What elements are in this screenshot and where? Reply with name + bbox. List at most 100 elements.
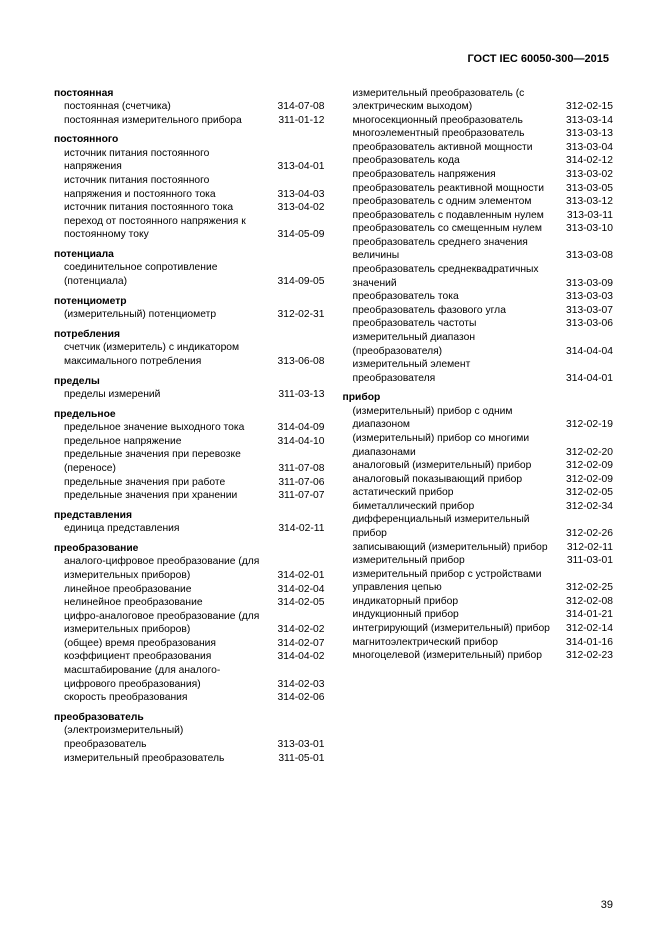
- index-entry: (измерительный) потенциометр312-02-31: [54, 308, 325, 322]
- index-entry: скорость преобразования314-02-06: [54, 691, 325, 705]
- index-code: 314-02-11: [269, 522, 325, 536]
- index-code: 312-02-05: [557, 486, 613, 500]
- index-entry: многосекционный преобразователь313-03-14: [343, 114, 614, 128]
- index-code: 314-04-09: [269, 421, 325, 435]
- index-term: преобразователь среднего значения величи…: [343, 236, 558, 263]
- index-entry: преобразователь частоты313-03-06: [343, 317, 614, 331]
- index-code: 314-01-16: [557, 636, 613, 650]
- index-entry: предельные значения при перевозке (перен…: [54, 448, 325, 475]
- index-term: счетчик (измеритель) с индикатором макси…: [54, 341, 269, 368]
- index-code: 313-03-13: [557, 127, 613, 141]
- index-term: многоэлементный преобразователь: [343, 127, 558, 141]
- index-entry: предельные значения при хранении311-07-0…: [54, 489, 325, 503]
- index-term: измерительный преобразователь: [54, 752, 269, 766]
- index-entry: преобразователь с одним элементом313-03-…: [343, 195, 614, 209]
- index-entry: постоянная (счетчика)314-07-08: [54, 100, 325, 114]
- index-entry: измерительный преобразователь (с электри…: [343, 87, 614, 114]
- index-code: 313-04-03: [269, 188, 325, 202]
- index-term: (измерительный) прибор со многими диапаз…: [343, 432, 558, 459]
- index-term: (измерительный) потенциометр: [54, 308, 269, 322]
- page: ГОСТ IEC 60050-300—2015 постояннаяпостоя…: [0, 0, 661, 935]
- index-code: 314-02-07: [269, 637, 325, 651]
- index-term: записывающий (измерительный) прибор: [343, 541, 558, 555]
- index-entry: линейное преобразование314-02-04: [54, 583, 325, 597]
- index-code: 314-04-01: [557, 372, 613, 386]
- index-entry: предельные значения при работе311-07-06: [54, 476, 325, 490]
- index-term: (общее) время преобразования: [54, 637, 269, 651]
- index-term: преобразователь активной мощности: [343, 141, 558, 155]
- index-entry: единица представления314-02-11: [54, 522, 325, 536]
- index-term: цифро-аналоговое преобразование (для изм…: [54, 610, 269, 637]
- index-code: 311-07-08: [269, 462, 325, 476]
- index-code: 312-02-23: [557, 649, 613, 663]
- index-code: 312-02-09: [557, 473, 613, 487]
- index-entry: многоэлементный преобразователь313-03-13: [343, 127, 614, 141]
- index-term: преобразователь напряжения: [343, 168, 558, 182]
- index-entry: преобразователь среднеквадратичных значе…: [343, 263, 614, 290]
- index-code: 314-04-02: [269, 650, 325, 664]
- index-code: 313-03-14: [557, 114, 613, 128]
- index-code: 313-03-01: [269, 738, 325, 752]
- index-term: переход от постоянного напряжения к пост…: [54, 215, 269, 242]
- index-code: 312-02-19: [557, 418, 613, 432]
- index-section-heading: предельное: [54, 408, 325, 422]
- index-entry: измерительный прибор311-03-01: [343, 554, 614, 568]
- index-section-heading: потребления: [54, 328, 325, 342]
- index-entry: соединительное сопротивление (потенциала…: [54, 261, 325, 288]
- index-entry: преобразователь тока313-03-03: [343, 290, 614, 304]
- index-code: 312-02-14: [557, 622, 613, 636]
- index-code: 312-02-20: [557, 446, 613, 460]
- index-entry: масштабирование (для аналого-цифрового п…: [54, 664, 325, 691]
- index-term: преобразователь среднеквадратичных значе…: [343, 263, 558, 290]
- index-term: источник питания постоянного напряжения: [54, 147, 269, 174]
- index-code: 313-04-02: [269, 201, 325, 215]
- index-term: единица представления: [54, 522, 269, 536]
- index-term: постоянная измерительного прибора: [54, 114, 269, 128]
- index-code: 312-02-34: [557, 500, 613, 514]
- index-term: измерительный преобразователь (с электри…: [343, 87, 558, 114]
- index-code: 314-02-06: [269, 691, 325, 705]
- index-code: 311-03-13: [269, 388, 325, 402]
- index-entry: измерительный элемент преобразователя314…: [343, 358, 614, 385]
- index-term: многосекционный преобразователь: [343, 114, 558, 128]
- index-entry: дифференциальный измерительный прибор312…: [343, 513, 614, 540]
- index-entry: счетчик (измеритель) с индикатором макси…: [54, 341, 325, 368]
- index-entry: источник питания постоянного тока313-04-…: [54, 201, 325, 215]
- index-term: индукционный прибор: [343, 608, 558, 622]
- index-entry: измерительный диапазон (преобразователя)…: [343, 331, 614, 358]
- index-term: измерительный диапазон (преобразователя): [343, 331, 558, 358]
- index-code: 311-07-06: [269, 476, 325, 490]
- index-code: 314-02-12: [557, 154, 613, 168]
- index-code: 313-03-08: [557, 249, 613, 263]
- index-term: предельное значение выходного тока: [54, 421, 269, 435]
- index-entry: астатический прибор312-02-05: [343, 486, 614, 500]
- index-entry: индукционный прибор314-01-21: [343, 608, 614, 622]
- index-section-heading: представления: [54, 509, 325, 523]
- index-code: 312-02-08: [557, 595, 613, 609]
- index-entry: преобразователь активной мощности313-03-…: [343, 141, 614, 155]
- index-code: 311-05-01: [269, 752, 325, 766]
- index-entry: преобразователь среднего значения величи…: [343, 236, 614, 263]
- index-code: 313-03-02: [557, 168, 613, 182]
- index-term: постоянная (счетчика): [54, 100, 269, 114]
- index-code: 314-04-10: [269, 435, 325, 449]
- index-term: преобразователь с одним элементом: [343, 195, 558, 209]
- index-entry: переход от постоянного напряжения к пост…: [54, 215, 325, 242]
- index-entry: пределы измерений311-03-13: [54, 388, 325, 402]
- index-entry: нелинейное преобразование314-02-05: [54, 596, 325, 610]
- index-term: источник питания постоянного напряжения …: [54, 174, 269, 201]
- index-entry: интегрирующий (измерительный) прибор312-…: [343, 622, 614, 636]
- index-term: измерительный прибор с устройствами упра…: [343, 568, 558, 595]
- index-entry: аналоговый показывающий прибор312-02-09: [343, 473, 614, 487]
- index-term: многоцелевой (измерительный) прибор: [343, 649, 558, 663]
- index-entry: измерительный преобразователь311-05-01: [54, 752, 325, 766]
- index-entry: предельное напряжение314-04-10: [54, 435, 325, 449]
- index-code: 312-02-15: [557, 100, 613, 114]
- index-entry: аналого-цифровое преобразование (для изм…: [54, 555, 325, 582]
- index-term: масштабирование (для аналого-цифрового п…: [54, 664, 269, 691]
- index-term: преобразователь со смещенным нулем: [343, 222, 558, 236]
- index-entry: цифро-аналоговое преобразование (для изм…: [54, 610, 325, 637]
- index-entry: индикаторный прибор312-02-08: [343, 595, 614, 609]
- index-code: 314-02-03: [269, 678, 325, 692]
- index-term: измерительный прибор: [343, 554, 558, 568]
